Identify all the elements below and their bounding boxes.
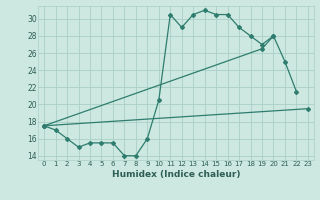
X-axis label: Humidex (Indice chaleur): Humidex (Indice chaleur)	[112, 170, 240, 179]
